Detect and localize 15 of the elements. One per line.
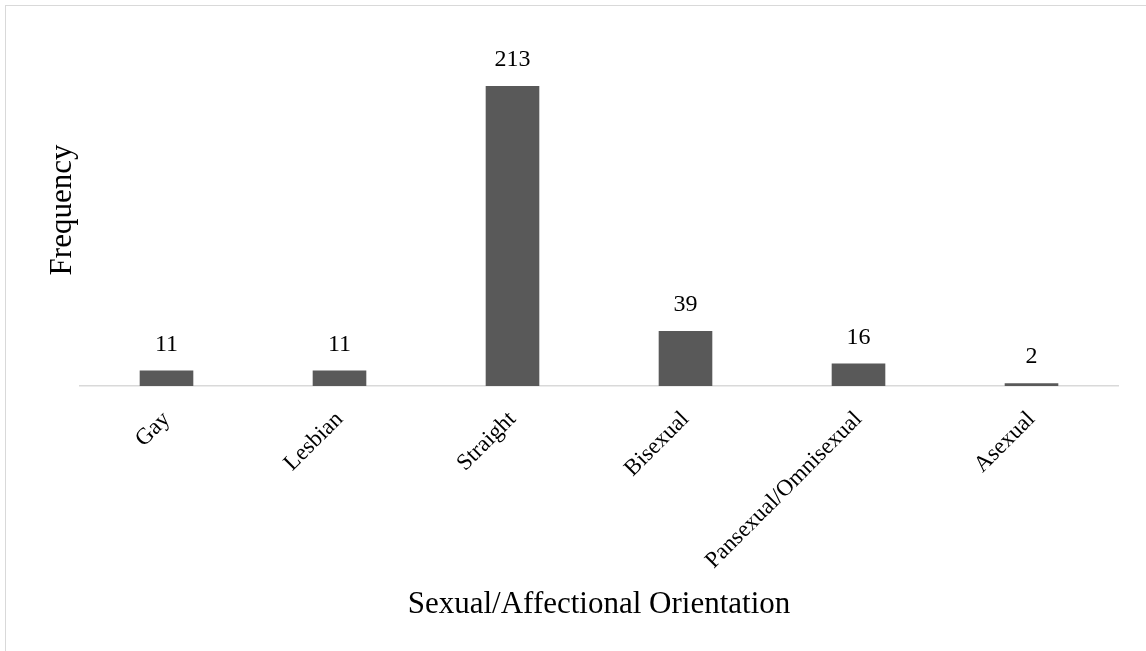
- bar: [658, 331, 713, 386]
- x-tick-label: Gay: [129, 405, 175, 451]
- bar: [312, 370, 367, 386]
- x-axis-title: Sexual/Affectional Orientation: [407, 584, 791, 620]
- data-label: 16: [846, 322, 871, 349]
- y-axis-title: Frequency: [42, 144, 78, 276]
- data-label: 11: [154, 329, 179, 356]
- bar: [485, 86, 540, 386]
- data-label: 213: [494, 45, 531, 72]
- data-label: 11: [327, 329, 352, 356]
- bar: [831, 363, 886, 386]
- bar: [139, 370, 194, 386]
- data-label: 2: [1025, 342, 1038, 369]
- data-label: 39: [673, 290, 698, 317]
- bar: [1004, 383, 1059, 386]
